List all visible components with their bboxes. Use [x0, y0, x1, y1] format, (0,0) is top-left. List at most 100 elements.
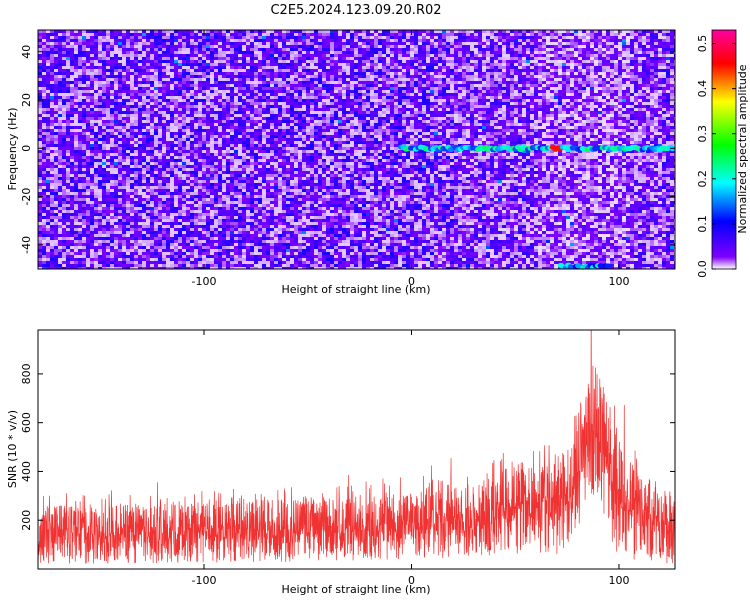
heatmap-cell	[286, 120, 291, 124]
heatmap-cell	[218, 207, 223, 211]
heatmap-cell	[114, 81, 119, 85]
heatmap-cell	[162, 63, 167, 67]
heatmap-cell	[134, 51, 139, 55]
heatmap-cell	[190, 162, 195, 166]
heatmap-cell	[78, 42, 83, 46]
heatmap-cell	[270, 96, 275, 100]
heatmap-cell	[42, 129, 47, 133]
heatmap-cell	[106, 144, 111, 148]
heatmap-cell	[86, 30, 91, 34]
heatmap-cell	[54, 171, 59, 175]
heatmap-cell	[182, 93, 187, 97]
heatmap-cell	[166, 195, 171, 199]
heatmap-cell	[254, 99, 259, 103]
heatmap-cell	[114, 261, 119, 265]
heatmap-cell	[130, 132, 135, 136]
heatmap-cell	[234, 198, 239, 202]
heatmap-cell	[258, 54, 263, 58]
heatmap-cell	[130, 102, 135, 106]
heatmap-cell	[238, 120, 243, 124]
heatmap-cell	[94, 75, 99, 79]
heatmap-cell	[242, 111, 247, 115]
heatmap-cell	[270, 132, 275, 136]
heatmap-cell	[174, 48, 179, 52]
heatmap-cell	[162, 246, 167, 250]
heatmap-cell	[82, 246, 87, 250]
heatmap-cell	[226, 105, 231, 109]
heatmap-cell	[202, 165, 207, 169]
heatmap-cell	[122, 30, 127, 34]
heatmap-cell	[186, 69, 191, 73]
heatmap-cell	[222, 210, 227, 214]
heatmap-cell	[238, 180, 243, 184]
heatmap-cell	[142, 51, 147, 55]
heatmap-cell	[138, 189, 143, 193]
heatmap-cell	[270, 198, 275, 202]
heatmap-cell	[206, 183, 211, 187]
heatmap-cell	[210, 105, 215, 109]
heatmap-cell	[142, 156, 147, 160]
heatmap-cell	[66, 105, 71, 109]
heatmap-cell	[46, 156, 51, 160]
heatmap-cell	[182, 267, 187, 269]
heatmap-cell	[226, 267, 231, 269]
heatmap-cell	[158, 105, 163, 109]
heatmap-cell	[182, 228, 187, 232]
heatmap-cell	[278, 63, 283, 67]
heatmap-cell	[250, 198, 255, 202]
heatmap-cell	[146, 123, 151, 127]
heatmap-cell	[134, 33, 139, 37]
heatmap-cell	[162, 201, 167, 205]
heatmap-cell	[250, 63, 255, 67]
heatmap-cell	[86, 45, 91, 49]
heatmap-cell	[198, 102, 203, 106]
heatmap-cell	[58, 78, 63, 82]
heatmap-cell	[170, 246, 175, 250]
heatmap-cell	[278, 249, 283, 253]
heatmap-cell	[118, 153, 123, 157]
heatmap-cell	[202, 138, 207, 142]
heatmap-cell	[50, 54, 55, 58]
heatmap-cell	[214, 66, 219, 70]
heatmap-cell	[194, 264, 199, 268]
heatmap-cell	[90, 159, 95, 163]
heatmap-cell	[74, 60, 79, 64]
heatmap-cell	[90, 201, 95, 205]
heatmap-cell	[46, 51, 51, 55]
heatmap-cell	[66, 180, 71, 184]
heatmap-cell	[202, 246, 207, 250]
heatmap-cell	[266, 234, 271, 238]
heatmap-cell	[74, 150, 79, 154]
heatmap-cell	[230, 162, 235, 166]
heatmap-cell	[162, 186, 167, 190]
heatmap-cell	[218, 225, 223, 229]
heatmap-cell	[78, 162, 83, 166]
heatmap-cell	[218, 42, 223, 46]
heatmap-cell	[170, 240, 175, 244]
heatmap-cell	[50, 102, 55, 106]
heatmap-cell	[114, 123, 119, 127]
heatmap-cell	[150, 78, 155, 82]
heatmap-cell	[210, 114, 215, 118]
heatmap-cell	[74, 210, 79, 214]
heatmap-cell	[90, 66, 95, 70]
heatmap-cell	[74, 153, 79, 157]
heatmap-cell	[174, 135, 179, 139]
heatmap-cell	[246, 42, 251, 46]
heatmap-cell	[154, 39, 159, 43]
heatmap-cell	[86, 228, 91, 232]
heatmap-cell	[266, 30, 271, 34]
heatmap-cell	[282, 87, 287, 91]
heatmap-cell	[262, 240, 267, 244]
heatmap-cell	[258, 42, 263, 46]
heatmap-cell	[70, 243, 75, 247]
heatmap-cell	[186, 81, 191, 85]
heatmap-cell	[82, 36, 87, 40]
heatmap-cell	[114, 90, 119, 94]
heatmap-cell	[46, 132, 51, 136]
heatmap-cell	[146, 153, 151, 157]
heatmap-cell	[270, 93, 275, 97]
heatmap-cell	[206, 72, 211, 76]
heatmap-cell	[230, 117, 235, 121]
heatmap-cell	[142, 225, 147, 229]
